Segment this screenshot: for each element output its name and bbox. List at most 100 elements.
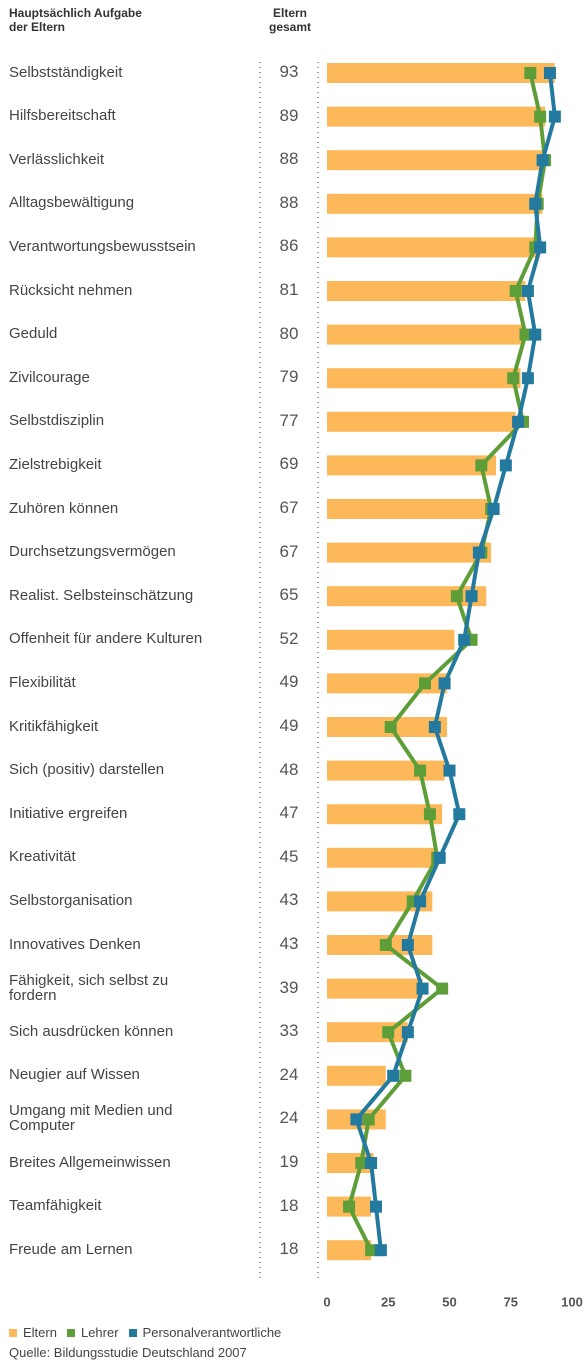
bar xyxy=(327,193,543,214)
category-label: Zivilcourage xyxy=(9,368,90,386)
category-label: Kreativität xyxy=(9,848,76,866)
line xyxy=(347,72,548,1252)
category-label: Neugier auf Wissen xyxy=(9,1066,140,1084)
x-tick-label: 75 xyxy=(504,1294,518,1309)
bar xyxy=(327,237,538,258)
value-label: 93 xyxy=(279,62,299,81)
marker xyxy=(475,459,488,472)
bar xyxy=(327,1065,386,1086)
marker xyxy=(382,1026,395,1039)
bar xyxy=(327,281,526,301)
marker xyxy=(379,939,392,951)
category-label: Teamfähigkeit xyxy=(9,1197,102,1215)
legend: Eltern Lehrer Personalverantwortliche xyxy=(9,1325,281,1340)
marker xyxy=(529,328,542,341)
bar xyxy=(327,499,492,519)
value-label: 18 xyxy=(279,1239,299,1259)
value-label: 39 xyxy=(279,977,299,997)
category-label: Freude am Lernen xyxy=(9,1240,133,1258)
marker xyxy=(436,982,449,995)
marker xyxy=(521,372,534,385)
bar xyxy=(327,411,516,432)
value-label: 80 xyxy=(279,323,299,343)
marker xyxy=(414,895,427,908)
value-label: 49 xyxy=(279,672,299,692)
value-label: 52 xyxy=(279,628,299,648)
marker xyxy=(399,1069,412,1082)
marker xyxy=(350,1113,363,1126)
category-label: Selbstdisziplin xyxy=(9,412,105,430)
category-label: Durchsetzungsvermögen xyxy=(9,543,176,561)
value-label: 48 xyxy=(279,759,299,779)
category-label: Initiative ergreifen xyxy=(9,804,128,822)
value-label: 77 xyxy=(279,410,299,430)
category-label: Flexibilität xyxy=(9,673,76,691)
marker xyxy=(507,372,520,385)
marker xyxy=(414,764,427,777)
marker xyxy=(458,633,471,646)
value-label: 81 xyxy=(279,280,299,299)
value-label: 67 xyxy=(279,498,299,517)
marker xyxy=(453,808,466,821)
category-label: Fähigkeit, sich selbst zu fordern xyxy=(9,971,169,1004)
marker xyxy=(509,285,522,297)
marker xyxy=(370,1200,382,1213)
category-label: Geduld xyxy=(9,325,58,343)
value-label: 88 xyxy=(279,192,299,212)
value-label: 67 xyxy=(279,541,299,561)
value-label: 24 xyxy=(279,1108,299,1128)
value-label: 43 xyxy=(279,934,299,953)
marker xyxy=(365,1157,378,1169)
bar xyxy=(327,760,445,781)
bar xyxy=(327,629,455,650)
category-label: Sich ausdrücken können xyxy=(9,1022,174,1040)
category-label: Selbstständigkeit xyxy=(9,63,123,81)
category-label: Zielstrebigkeit xyxy=(9,455,102,473)
bar xyxy=(327,935,433,955)
marker xyxy=(465,590,478,603)
value-label: 88 xyxy=(279,149,299,169)
value-label: 89 xyxy=(279,105,299,125)
legend-swatch xyxy=(128,1329,137,1337)
value-label: 49 xyxy=(279,716,299,735)
value-label: 47 xyxy=(279,803,299,823)
bar xyxy=(327,891,433,912)
bar xyxy=(327,324,523,345)
marker xyxy=(543,67,556,79)
value-label: 79 xyxy=(279,367,299,387)
bar xyxy=(327,455,497,476)
source: Quelle: Bildungsstudie Deutschland 2007 xyxy=(9,1345,247,1360)
marker xyxy=(365,1244,378,1257)
category-label: Kritikfähigkeit xyxy=(9,717,99,735)
category-label: Rücksicht nehmen xyxy=(9,281,133,299)
value-label: 43 xyxy=(279,890,299,910)
marker xyxy=(529,197,542,210)
legend-label: Eltern xyxy=(23,1325,57,1340)
marker xyxy=(450,590,463,603)
x-tick-label: 0 xyxy=(323,1294,330,1309)
marker xyxy=(487,503,500,515)
marker xyxy=(362,1113,375,1126)
marker xyxy=(443,764,456,777)
marker xyxy=(512,415,525,428)
category-label: Zuhören können xyxy=(9,499,119,517)
value-label: 33 xyxy=(279,1021,299,1041)
marker xyxy=(548,110,561,123)
marker xyxy=(423,808,436,821)
marker xyxy=(521,285,534,297)
value-label: 18 xyxy=(279,1195,299,1215)
bar xyxy=(327,63,555,83)
bar xyxy=(327,673,448,694)
category-label: Hilfsbereitschaft xyxy=(9,107,116,125)
value-label: 69 xyxy=(279,454,299,474)
marker xyxy=(401,1026,414,1039)
bar xyxy=(327,150,543,171)
category-label: Realist. Selbsteinschätzung xyxy=(9,586,194,604)
legend-swatch xyxy=(66,1329,75,1337)
value-label: 86 xyxy=(279,236,299,256)
marker xyxy=(524,67,537,79)
bar xyxy=(327,368,521,389)
bar xyxy=(327,978,423,999)
